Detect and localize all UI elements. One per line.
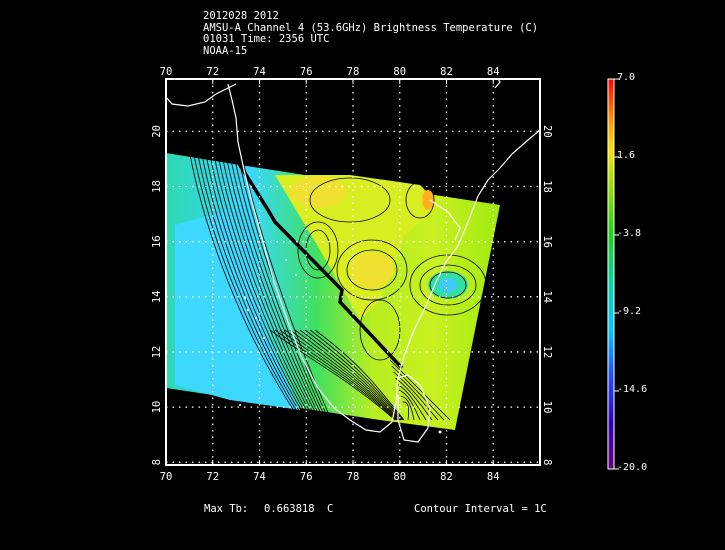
contour [405, 181, 435, 219]
contour [279, 329, 398, 421]
lat-label-left: 14 [151, 290, 163, 303]
lon-label-top: 76 [300, 66, 313, 78]
cyan-region [175, 210, 300, 410]
contour [193, 154, 303, 421]
contour [225, 154, 322, 421]
lon-label-top: 74 [253, 66, 266, 78]
title-block: 2012028 2012 AMSU-A Channel 4 (53.6GHz) B… [203, 10, 539, 57]
contour [305, 229, 331, 271]
lat-label-right: 10 [541, 401, 553, 414]
lat-label-right: 12 [541, 346, 553, 359]
title-product: AMSU-A Channel 4 (53.6GHz) Brightness Te… [203, 21, 539, 34]
colorbar-ticks [614, 78, 619, 470]
contour [213, 154, 315, 421]
lat-label-left: 16 [151, 235, 163, 248]
yellow-core [290, 176, 346, 208]
colorbar-label: -3.8 [617, 228, 642, 239]
contour [297, 221, 339, 279]
contour [284, 329, 399, 421]
contour [309, 329, 404, 421]
contour [197, 154, 306, 421]
contour [217, 154, 318, 421]
lon-label-top: 70 [160, 66, 173, 78]
contour [201, 154, 308, 421]
lon-label-bottom: 70 [160, 471, 173, 483]
contour [400, 395, 415, 421]
contour [419, 264, 477, 306]
lat-ticks-left: 8 10 12 14 16 18 20 [151, 125, 163, 465]
lon-label-bottom: 82 [440, 471, 453, 483]
lon-ticks-bottom: 70 72 74 76 78 80 82 84 [160, 460, 500, 483]
lon-label-top: 84 [487, 66, 500, 78]
contour [389, 359, 451, 421]
contour [336, 239, 408, 301]
contour [309, 177, 391, 223]
title-date: 2012028 2012 [203, 10, 279, 22]
colorbar-label: -9.2 [617, 306, 642, 317]
lon-ticks-top: 70 72 74 76 78 80 82 84 [160, 66, 500, 84]
contour [289, 329, 400, 421]
contour [221, 154, 320, 421]
colorbar-label: -20.0 [617, 462, 648, 473]
lon-label-bottom: 74 [253, 471, 266, 483]
lat-label-right: 20 [541, 125, 553, 138]
max-unit: C [327, 503, 334, 515]
lon-label-bottom: 78 [347, 471, 360, 483]
contour [229, 154, 325, 421]
lat-label-right: 8 [541, 459, 553, 465]
lat-label-left: 10 [151, 401, 163, 414]
contour [269, 329, 396, 421]
contour [409, 254, 487, 316]
contour [209, 154, 313, 421]
yellow-core-2 [350, 252, 394, 288]
lon-label-top: 80 [393, 66, 406, 78]
orange-spot [422, 190, 434, 210]
contour-interval: Contour Interval = 1C [414, 503, 547, 515]
lat-label-right: 14 [541, 290, 553, 303]
data-layer [166, 79, 540, 465]
track-line [236, 161, 404, 370]
contour [304, 329, 403, 421]
contour [233, 154, 327, 421]
lon-label-bottom: 76 [300, 471, 313, 483]
contour [396, 383, 427, 421]
max-value: 0.663818 [264, 503, 315, 515]
lon-label-top: 82 [440, 66, 453, 78]
lat-label-right: 18 [541, 180, 553, 193]
contour [398, 389, 421, 421]
lon-label-bottom: 80 [393, 471, 406, 483]
colorbar [607, 78, 615, 470]
title-satellite: NOAA-15 [203, 44, 248, 57]
contour [189, 154, 301, 421]
contour [391, 365, 445, 421]
contour [429, 271, 467, 299]
lat-ticks-right: 8 10 12 14 16 18 20 [541, 125, 553, 465]
title-time: 01031 Time: 2356 UTC [203, 33, 330, 45]
lon-label-bottom: 84 [487, 471, 500, 483]
max-label: Max Tb: [204, 503, 249, 515]
lat-label-left: 18 [151, 180, 163, 193]
warm-region [275, 175, 440, 320]
contour [205, 154, 310, 421]
contour [402, 401, 410, 421]
cool-pocket-core [439, 278, 457, 292]
lat-label-left: 12 [151, 346, 163, 359]
lat-label-right: 16 [541, 235, 553, 248]
lat-label-left: 8 [151, 459, 163, 465]
islands [239, 259, 442, 434]
contour [346, 249, 398, 291]
contour-lines [189, 154, 487, 421]
lon-label-top: 78 [347, 66, 360, 78]
colorbar-label: 7.0 [617, 72, 636, 83]
contour [299, 329, 402, 421]
contour [359, 299, 401, 361]
lat-label-left: 20 [151, 125, 163, 138]
lon-label-bottom: 72 [206, 471, 219, 483]
lon-label-top: 72 [206, 66, 219, 78]
colorbar-label: 1.6 [617, 150, 636, 161]
colorbar-label: -14.6 [617, 384, 648, 395]
